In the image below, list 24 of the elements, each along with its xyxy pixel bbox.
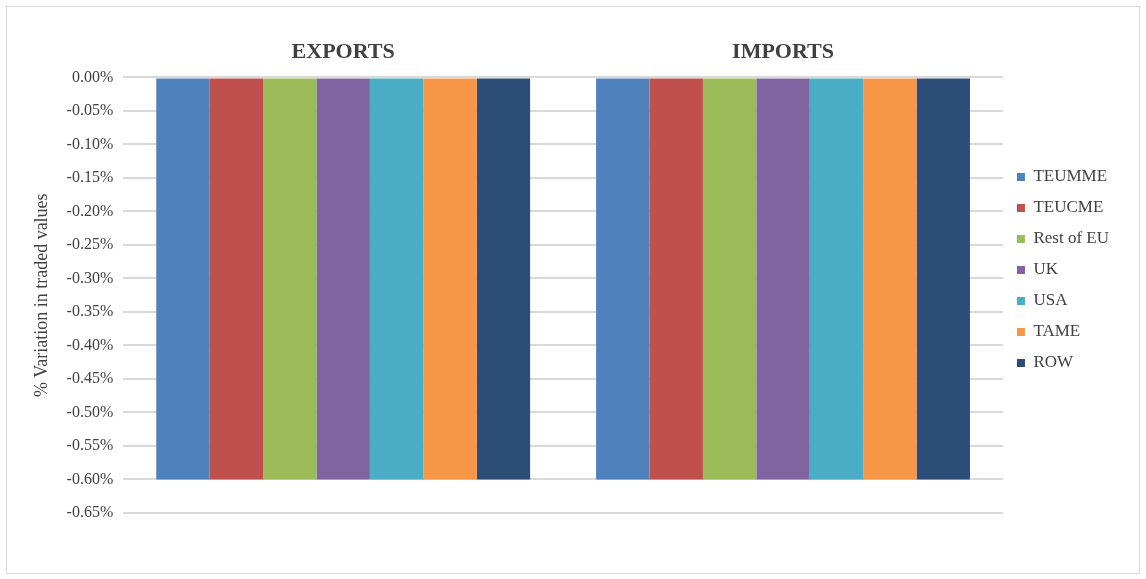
- legend-label: TAME: [1033, 321, 1081, 341]
- legend-label: Rest of EU: [1033, 228, 1109, 248]
- legend-label: ROW: [1033, 352, 1075, 372]
- legend-label: UK: [1033, 259, 1059, 279]
- y-axis-title: % Variation in traded values: [30, 193, 51, 397]
- y-tick-label: -0.65%: [66, 503, 114, 521]
- y-tick-label: -0.60%: [66, 469, 114, 487]
- x-tick-label: EXPORTS: [291, 37, 395, 63]
- legend-label: TEUCME: [1033, 197, 1104, 217]
- y-tick-label: -0.20%: [66, 201, 114, 219]
- y-tick-label: -0.40%: [66, 335, 114, 353]
- y-tick-label: -0.35%: [66, 302, 114, 320]
- y-tick-label: -0.50%: [66, 402, 114, 420]
- y-tick-label: -0.30%: [66, 268, 114, 286]
- y-tick-label: -0.55%: [66, 436, 114, 454]
- legend-label: TEUMME: [1033, 166, 1108, 186]
- y-tick-label: -0.45%: [66, 369, 114, 387]
- y-tick-label: -0.05%: [66, 101, 114, 119]
- y-tick-label: -0.25%: [66, 235, 114, 253]
- y-tick-label: -0.10%: [66, 134, 114, 152]
- y-tick-label: 0.00%: [71, 67, 114, 85]
- y-tick-label: -0.15%: [66, 168, 114, 186]
- legend-label: USA: [1033, 290, 1069, 310]
- x-tick-label: IMPORTS: [732, 37, 834, 63]
